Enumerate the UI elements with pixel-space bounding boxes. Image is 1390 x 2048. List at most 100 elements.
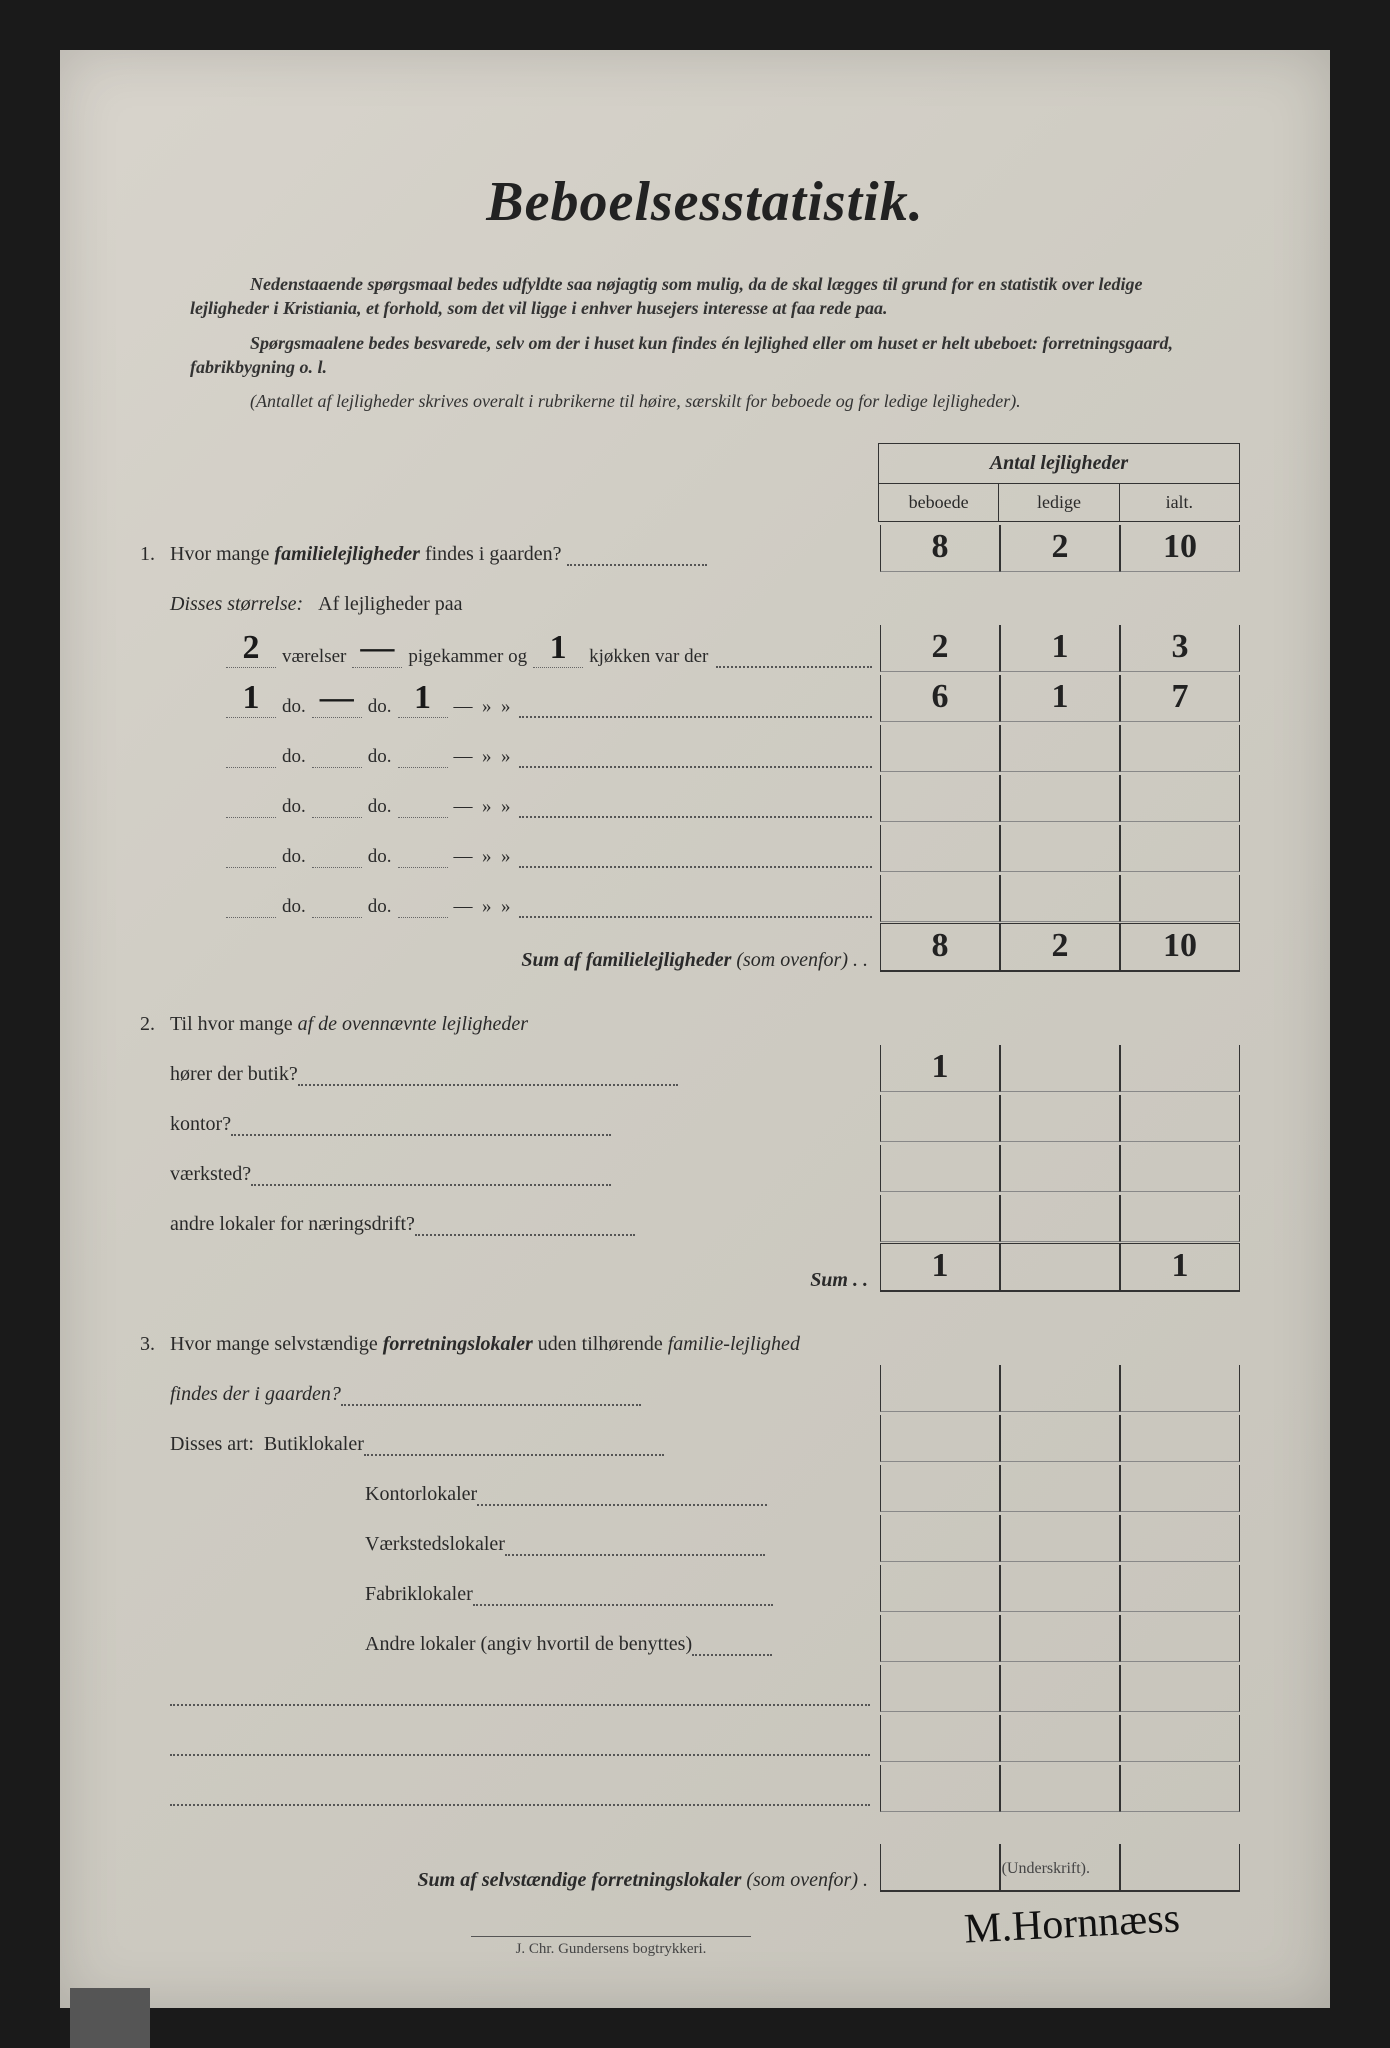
- q1-sum-l: 2: [1000, 923, 1120, 972]
- film-edge: [70, 1988, 150, 2048]
- room0-kjok: 1: [533, 629, 583, 668]
- q2-kontor: kontor?: [170, 1113, 231, 1135]
- q2-sum-b: 1: [880, 1243, 1000, 1292]
- q2-sum: Sum . . 1 1: [170, 1242, 1240, 1292]
- q1-text-a: Hvor mange: [170, 543, 274, 565]
- w-do: do.: [282, 746, 306, 768]
- q1-sum-label: Sum af familielejligheder: [521, 949, 731, 971]
- w-do: do.: [282, 846, 306, 868]
- q3-text-c: uden tilhørende: [533, 1333, 668, 1355]
- room-row: do. do. — » »: [170, 822, 1240, 872]
- w-vaerelser: værelser: [282, 646, 346, 668]
- w-quote: »: [501, 696, 511, 718]
- q3-blank: [170, 1662, 1240, 1712]
- q3-blank: [170, 1712, 1240, 1762]
- q1-sub: Disses størrelse: Af lejligheder paa: [170, 572, 1240, 622]
- q1-ialt: 10: [1120, 525, 1240, 572]
- w-quote: »: [501, 796, 511, 818]
- intro-p2-text: Spørgsmaalene bedes besvarede, selv om d…: [190, 333, 1173, 377]
- col-ledige: ledige: [999, 484, 1119, 521]
- q3-item: Kontorlokaler: [170, 1462, 1240, 1512]
- w-do: do.: [282, 896, 306, 918]
- room1-i: 7: [1120, 675, 1240, 722]
- q2-andre: andre lokaler for næringsdrift?: [170, 1213, 415, 1235]
- w-dash: —: [454, 746, 473, 768]
- intro-p1: Nedenstaaende spørgsmaal bedes udfyldte …: [190, 272, 1220, 321]
- room0-i: 3: [1120, 625, 1240, 672]
- q3-item: Andre lokaler (angiv hvortil de benyttes…: [170, 1612, 1240, 1662]
- q1-subsize: Disses størrelse:: [170, 593, 303, 615]
- q3-sub: Disses art: Butiklokaler: [170, 1412, 1240, 1462]
- w-quote: »: [482, 796, 492, 818]
- q2-text-b: af de ovennævnte lejligheder: [298, 1013, 528, 1035]
- room-row: do. do. — » »: [170, 772, 1240, 822]
- main-table: Antal lejligheder beboede ledige ialt. 1…: [170, 443, 1240, 1892]
- q3-sum-paren: (som ovenfor) .: [746, 1869, 868, 1891]
- w-quote: »: [501, 846, 511, 868]
- q1-beboede: 8: [880, 525, 1000, 572]
- q3-line2: findes der i gaarden?: [170, 1362, 1240, 1412]
- q3-sub: Disses art:: [170, 1433, 254, 1455]
- q2-item: andre lokaler for næringsdrift?: [170, 1192, 1240, 1242]
- q3-text: Hvor mange selvstændige: [170, 1333, 383, 1355]
- w-dash: —: [454, 896, 473, 918]
- w-do: do.: [368, 696, 392, 718]
- q1-number: 1.: [140, 543, 155, 566]
- w-quote: »: [501, 896, 511, 918]
- printer-credit: J. Chr. Gundersens bogtrykkeri.: [471, 1936, 751, 1958]
- q1-text-b: familielejligheder: [274, 543, 420, 565]
- room1-pig: —: [312, 679, 362, 718]
- intro-p3-text: (Antallet af lejligheder skrives overalt…: [250, 391, 1021, 411]
- q3-andre: Andre lokaler (angiv hvortil de benyttes…: [365, 1633, 692, 1655]
- q3-text-d: familie-lejlighed: [668, 1333, 800, 1355]
- q1-sum-b: 8: [880, 923, 1000, 972]
- room1-b: 6: [880, 675, 1000, 722]
- q3-butik: Butiklokaler: [264, 1433, 364, 1455]
- q3-fabrik: Fabriklokaler: [365, 1583, 473, 1605]
- room-row: do. do. — » »: [170, 872, 1240, 922]
- q2-vaerk: værksted?: [170, 1163, 251, 1185]
- room-row: do. do. — » »: [170, 722, 1240, 772]
- q2-item: kontor?: [170, 1092, 1240, 1142]
- q1-subsize2: Af lejligheder paa: [318, 593, 462, 615]
- q3-item: Fabriklokaler: [170, 1562, 1240, 1612]
- q3-header: 3. Hvor mange selvstændige forretningslo…: [170, 1312, 1240, 1362]
- q1-sum-i: 10: [1120, 923, 1240, 972]
- room1-vaer: 1: [226, 679, 276, 718]
- q2-item: hører der butik? 1: [170, 1042, 1240, 1092]
- page-title: Beboelsesstatistik.: [170, 170, 1240, 234]
- document-paper: Beboelsesstatistik. Nedenstaaende spørgs…: [60, 50, 1330, 2008]
- w-quote: »: [482, 746, 492, 768]
- room0-l: 1: [1000, 625, 1120, 672]
- col-ialt: ialt.: [1120, 484, 1239, 521]
- room1-l: 1: [1000, 675, 1120, 722]
- intro-p3: (Antallet af lejligheder skrives overalt…: [190, 389, 1220, 413]
- w-quote: »: [501, 746, 511, 768]
- q1-text-c: findes i gaarden?: [420, 543, 562, 565]
- q3-kontor: Kontorlokaler: [365, 1483, 477, 1505]
- w-kjok: kjøkken var der: [589, 646, 708, 668]
- room0-pig: —: [352, 629, 402, 668]
- room0-vaer: 2: [226, 629, 276, 668]
- room0-b: 2: [880, 625, 1000, 672]
- q2-item: værksted?: [170, 1142, 1240, 1192]
- col-beboede: beboede: [879, 484, 999, 521]
- w-quote: »: [482, 696, 492, 718]
- q1-row: 1. Hvor mange familielejligheder findes …: [170, 522, 1240, 572]
- q3-item: Værkstedslokaler: [170, 1512, 1240, 1562]
- w-dash: —: [454, 796, 473, 818]
- table-header-main: Antal lejligheder: [878, 443, 1240, 483]
- w-do: do.: [368, 796, 392, 818]
- q3-text-e: findes der i gaarden?: [170, 1383, 341, 1405]
- scan-frame: Beboelsesstatistik. Nedenstaaende spørgs…: [0, 0, 1390, 2048]
- intro-p2: Spørgsmaalene bedes besvarede, selv om d…: [190, 331, 1220, 380]
- q3-number: 3.: [140, 1333, 155, 1356]
- room-row: 2 værelser — pigekammer og 1 kjøkken var…: [170, 622, 1240, 672]
- w-do: do.: [368, 846, 392, 868]
- q2-sum-i: 1: [1120, 1243, 1240, 1292]
- q1-values: 8 2 10: [880, 525, 1240, 572]
- table-subheader: beboede ledige ialt.: [878, 483, 1240, 522]
- q3-blank: [170, 1762, 1240, 1812]
- w-do: do.: [282, 696, 306, 718]
- w-quote: »: [482, 846, 492, 868]
